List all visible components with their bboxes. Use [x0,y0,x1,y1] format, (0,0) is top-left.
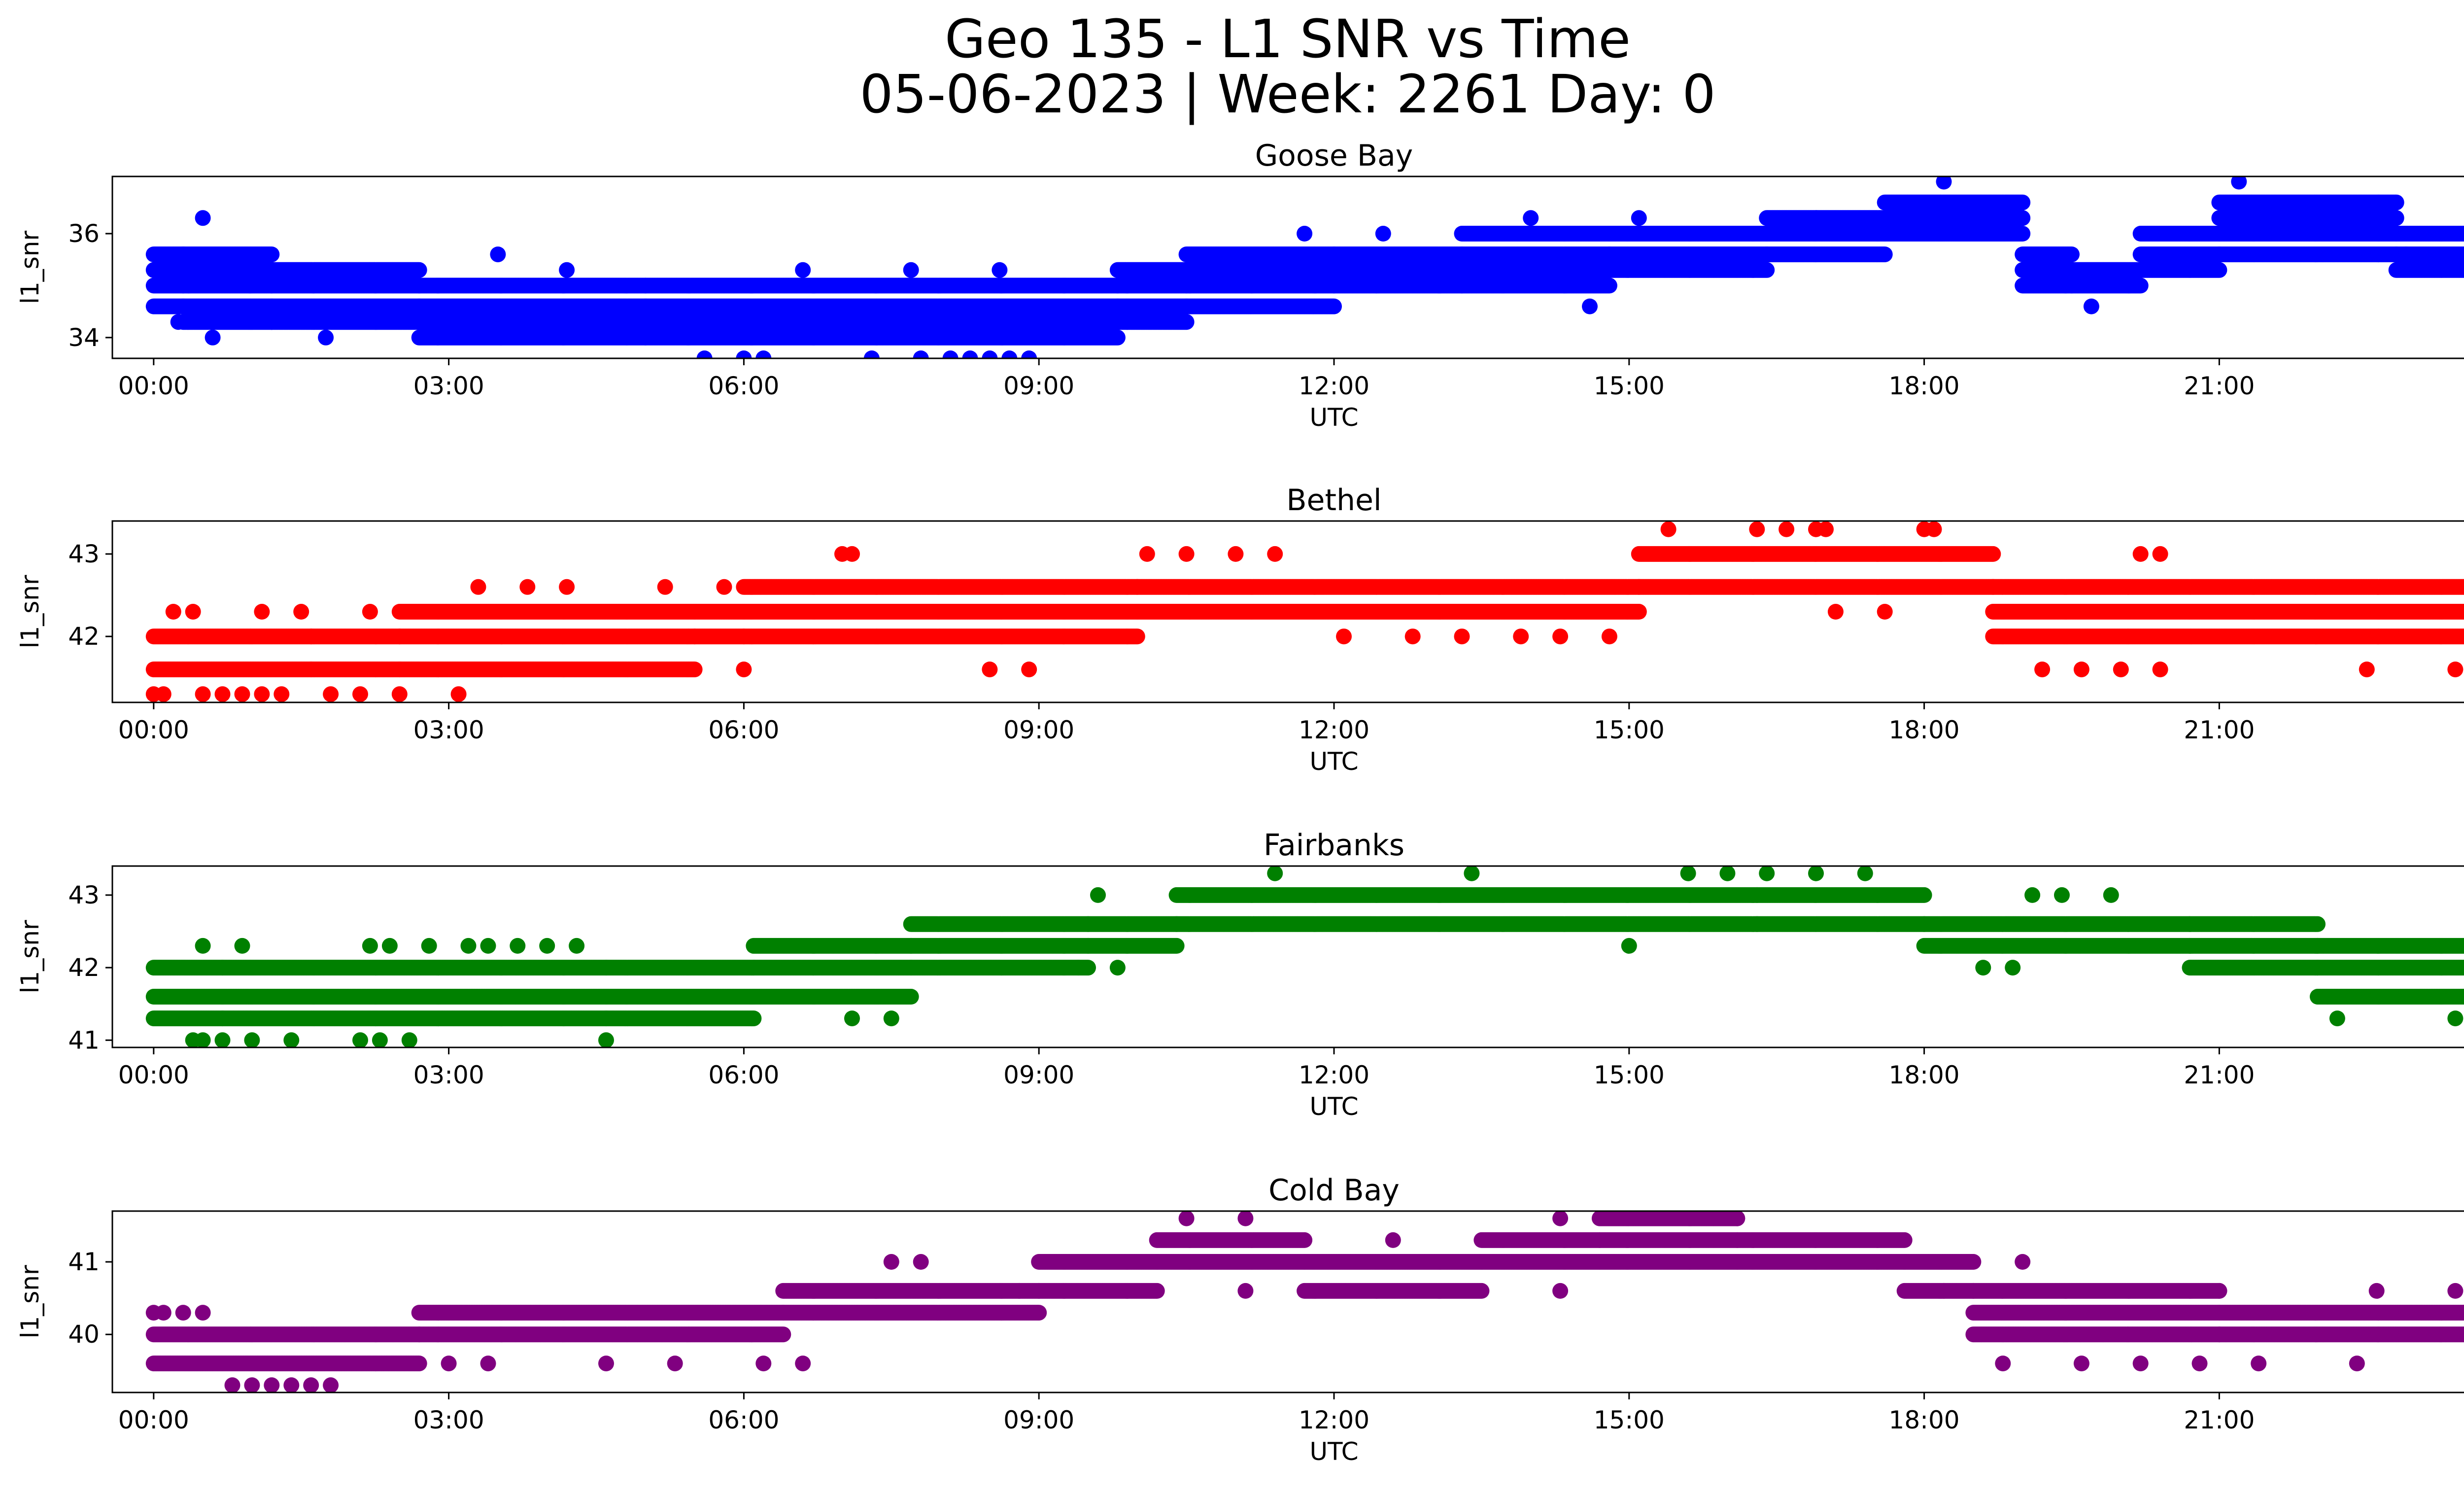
data-point [1326,298,1342,314]
figure-title-line-1: Geo 135 - L1 SNR vs Time [0,9,2464,70]
figure-title-line-2: 05-06-2023 | Week: 2261 Day: 0 [0,64,2464,125]
data-point [1178,314,1195,330]
data-point [1109,329,1126,346]
data-point [1601,278,1617,294]
subplot-goose-bay: 00:00 03:00 06:00 09:00 12:00 15:00 18:00 21:00… [16,139,2464,432]
data-series [145,176,2464,358]
data-point [264,246,280,263]
data-point [411,262,427,278]
